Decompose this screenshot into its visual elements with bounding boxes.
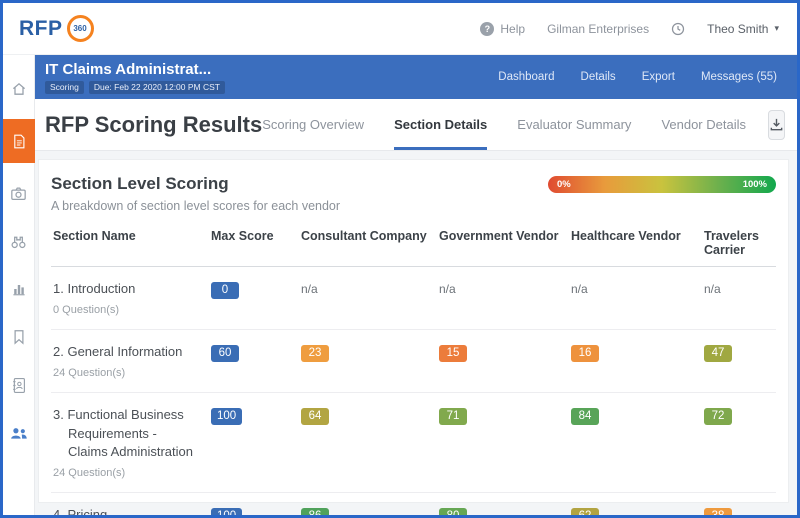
table-row: 4. Pricing3 Question(s)10086806238	[51, 493, 776, 515]
legend-min-label: 0%	[557, 179, 571, 190]
column-header: Government Vendor	[439, 229, 559, 243]
content-area: Section Level Scoring A breakdown of sec…	[35, 151, 797, 515]
help-button[interactable]: ? Help	[480, 21, 526, 36]
score-badge: 72	[704, 407, 732, 425]
score-badge: 23	[301, 344, 329, 362]
score-badge: 15	[439, 344, 467, 362]
section-subheading: A breakdown of section level scores for …	[51, 199, 341, 213]
history-button[interactable]	[671, 22, 685, 36]
project-title[interactable]: IT Claims Administrat...	[45, 60, 212, 78]
top-bar: RFP 360 ? Help Gilman Enterprises Theo S…	[3, 3, 797, 55]
user-name: Theo Smith	[707, 21, 769, 36]
help-label: Help	[500, 21, 526, 36]
camera-icon	[11, 186, 26, 200]
score-badge: 62	[571, 508, 599, 515]
bookmark-icon	[13, 330, 24, 345]
binoculars-icon	[11, 236, 26, 248]
sidebar-item-discovery[interactable]	[3, 223, 35, 259]
table-row: 2. General Information 24 Question(s) 60 23…	[51, 330, 776, 393]
scoring-status-badge: Scoring	[45, 80, 84, 94]
score-na: n/a	[439, 282, 456, 296]
score-badge: 80	[439, 508, 467, 515]
score-na: n/a	[704, 282, 721, 296]
table-header: Section Name Max Score Consultant Company G…	[51, 229, 776, 267]
project-nav-messages[interactable]: Messages (55)	[700, 71, 777, 83]
table-body: 1. Introduction 0 Question(s) 0 n/a n/a n/a n/…	[51, 267, 776, 515]
company-name: Gilman Enterprises	[547, 21, 650, 36]
tabs: Scoring Overview Section Details Evaluator…	[262, 99, 746, 150]
bar-chart-icon	[12, 285, 25, 296]
sidebar-item-rfp-active[interactable]	[3, 119, 35, 163]
score-legend: 0% 100%	[548, 176, 776, 193]
score-badge: 100	[211, 407, 243, 425]
score-badge: 38	[704, 508, 732, 515]
document-icon	[13, 134, 24, 148]
question-count: 0 Question(s)	[53, 303, 120, 316]
logo-text: RFP	[19, 16, 63, 40]
score-badge: 47	[704, 344, 732, 362]
score-badge: 0	[211, 282, 239, 299]
section-name: 3. Functional Business Requirements - Cl…	[53, 406, 193, 460]
score-badge: 71	[439, 407, 467, 425]
due-date-badge: Due: Feb 22 2020 12:00 PM CST	[88, 80, 225, 94]
logo-360-circle: 360	[66, 15, 94, 42]
logo-360-label: 360	[73, 24, 87, 33]
project-nav: Dashboard Details Export Messages (55)	[498, 71, 777, 83]
sidebar-item-home[interactable]	[3, 71, 35, 107]
user-menu[interactable]: Theo Smith ▾	[707, 22, 779, 36]
sidebar-item-reports[interactable]	[3, 271, 35, 307]
clock-icon	[671, 22, 685, 35]
tab-section-details[interactable]: Section Details	[394, 99, 488, 150]
page-title: RFP Scoring Results	[45, 111, 263, 137]
legend-max-label: 100%	[742, 179, 767, 190]
project-nav-details[interactable]: Details	[580, 71, 616, 83]
column-header: Healthcare Vendor	[571, 229, 681, 243]
rfp360-logo[interactable]: RFP 360	[19, 15, 94, 42]
column-header: Travelers Carrier	[704, 229, 759, 257]
section-heading: Section Level Scoring	[51, 174, 229, 193]
sidebar-item-bookmarks[interactable]	[3, 319, 35, 355]
section-scores-table: Section Name Max Score Consultant Company G…	[51, 229, 776, 515]
score-badge: 16	[571, 344, 599, 362]
section-name: 4. Pricing	[53, 507, 108, 515]
score-na: n/a	[301, 282, 318, 296]
download-button[interactable]	[768, 109, 785, 140]
home-icon	[12, 82, 25, 95]
score-na: n/a	[571, 282, 588, 296]
tab-scoring-overview[interactable]: Scoring Overview	[262, 117, 365, 132]
column-header: Consultant Company	[301, 229, 427, 243]
section-name: 1. Introduction	[53, 281, 136, 296]
score-badge: 60	[211, 344, 239, 362]
section-scoring-card: Section Level Scoring A breakdown of sec…	[38, 159, 789, 515]
project-nav-export[interactable]: Export	[641, 71, 675, 83]
tab-vendor-details[interactable]: Vendor Details	[661, 117, 746, 132]
sidebar-item-team[interactable]	[3, 415, 35, 451]
page-header: RFP Scoring Results Scoring Overview Sect…	[35, 99, 797, 151]
help-icon: ?	[480, 21, 495, 36]
project-bar: IT Claims Administrat... Scoring Due: Fe…	[35, 55, 797, 99]
sidebar-item-snapshots[interactable]	[3, 175, 35, 211]
users-icon	[11, 427, 27, 439]
project-nav-dashboard[interactable]: Dashboard	[498, 71, 555, 83]
chevron-down-icon: ▾	[774, 23, 779, 33]
download-icon	[770, 118, 783, 131]
column-header: Max Score	[211, 229, 274, 243]
sidebar-item-directory[interactable]	[3, 367, 35, 403]
score-badge: 64	[301, 407, 329, 425]
question-count: 24 Question(s)	[53, 366, 126, 379]
score-badge: 84	[571, 407, 599, 425]
question-count: 24 Question(s)	[53, 467, 126, 480]
sidebar	[3, 55, 35, 515]
address-book-icon	[12, 377, 25, 393]
column-header: Section Name	[53, 229, 136, 243]
tab-evaluator-summary[interactable]: Evaluator Summary	[517, 117, 632, 132]
table-row: 3. Functional Business Requirements - Cl…	[51, 393, 776, 494]
table-row: 1. Introduction 0 Question(s) 0 n/a n/a n/a n/…	[51, 267, 776, 330]
section-name: 2. General Information	[53, 343, 183, 359]
score-badge: 100	[211, 508, 243, 515]
score-badge: 86	[301, 508, 329, 515]
